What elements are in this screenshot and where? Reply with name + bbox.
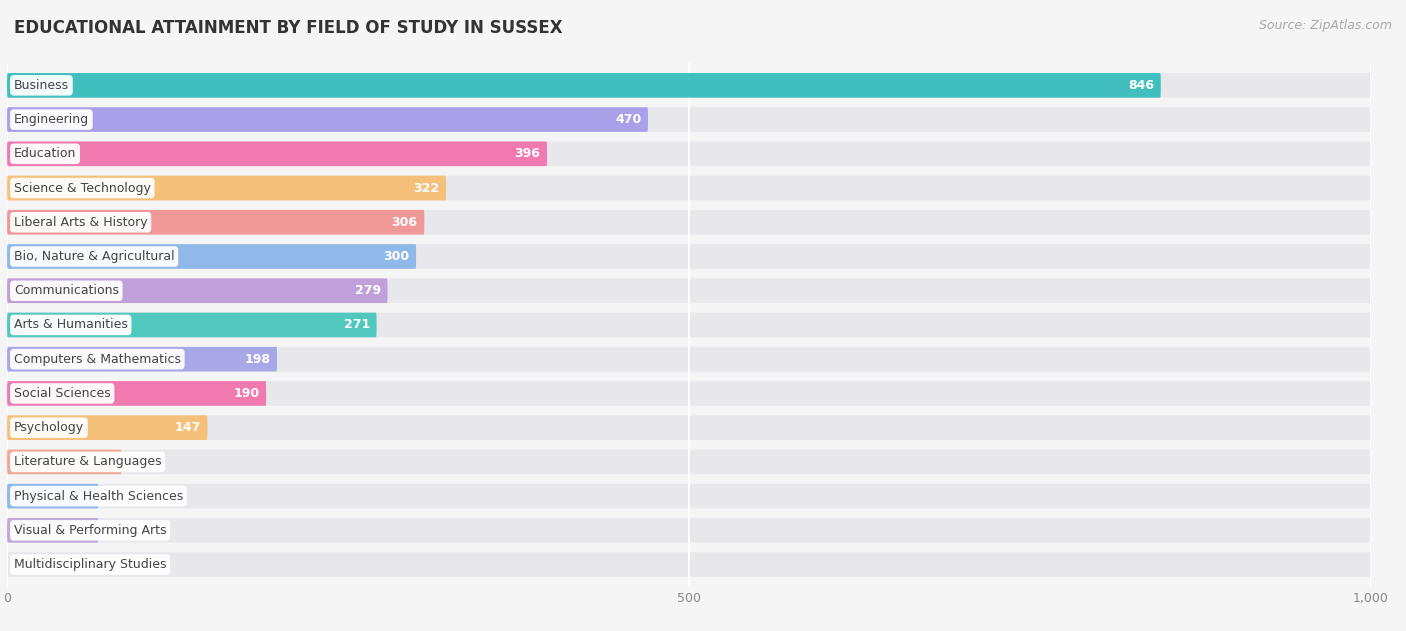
Text: Physical & Health Sciences: Physical & Health Sciences — [14, 490, 183, 503]
Text: Multidisciplinary Studies: Multidisciplinary Studies — [14, 558, 166, 571]
Text: Social Sciences: Social Sciences — [14, 387, 111, 400]
FancyBboxPatch shape — [7, 278, 388, 303]
Text: 67: 67 — [110, 524, 125, 537]
Text: 322: 322 — [413, 182, 439, 194]
FancyBboxPatch shape — [7, 484, 1371, 509]
FancyBboxPatch shape — [7, 381, 1371, 406]
FancyBboxPatch shape — [7, 73, 1371, 98]
Text: Education: Education — [14, 147, 76, 160]
FancyBboxPatch shape — [7, 210, 1371, 235]
Text: 271: 271 — [343, 319, 370, 331]
FancyBboxPatch shape — [7, 175, 446, 201]
Text: Arts & Humanities: Arts & Humanities — [14, 319, 128, 331]
FancyBboxPatch shape — [7, 73, 1161, 98]
Text: EDUCATIONAL ATTAINMENT BY FIELD OF STUDY IN SUSSEX: EDUCATIONAL ATTAINMENT BY FIELD OF STUDY… — [14, 19, 562, 37]
FancyBboxPatch shape — [7, 347, 277, 372]
Text: Psychology: Psychology — [14, 421, 84, 434]
Text: 0: 0 — [24, 558, 31, 571]
Text: 470: 470 — [614, 113, 641, 126]
Text: 300: 300 — [384, 250, 409, 263]
FancyBboxPatch shape — [7, 484, 98, 509]
Text: Literature & Languages: Literature & Languages — [14, 456, 162, 468]
FancyBboxPatch shape — [7, 107, 648, 132]
Text: Visual & Performing Arts: Visual & Performing Arts — [14, 524, 166, 537]
FancyBboxPatch shape — [7, 552, 1371, 577]
Text: 279: 279 — [354, 284, 381, 297]
Text: Science & Technology: Science & Technology — [14, 182, 150, 194]
Text: Computers & Mathematics: Computers & Mathematics — [14, 353, 181, 366]
Text: 67: 67 — [110, 490, 125, 503]
FancyBboxPatch shape — [7, 347, 1371, 372]
FancyBboxPatch shape — [7, 107, 1371, 132]
FancyBboxPatch shape — [7, 449, 121, 475]
Text: 396: 396 — [515, 147, 540, 160]
Text: Bio, Nature & Agricultural: Bio, Nature & Agricultural — [14, 250, 174, 263]
FancyBboxPatch shape — [7, 278, 1371, 303]
FancyBboxPatch shape — [7, 312, 1371, 338]
FancyBboxPatch shape — [7, 210, 425, 235]
Text: Source: ZipAtlas.com: Source: ZipAtlas.com — [1258, 19, 1392, 32]
FancyBboxPatch shape — [7, 312, 377, 338]
FancyBboxPatch shape — [7, 518, 98, 543]
Text: Liberal Arts & History: Liberal Arts & History — [14, 216, 148, 229]
FancyBboxPatch shape — [7, 415, 208, 440]
FancyBboxPatch shape — [7, 244, 1371, 269]
Text: 306: 306 — [391, 216, 418, 229]
FancyBboxPatch shape — [7, 175, 1371, 201]
Text: 147: 147 — [174, 421, 201, 434]
FancyBboxPatch shape — [7, 141, 547, 166]
Text: Business: Business — [14, 79, 69, 92]
Text: 198: 198 — [245, 353, 270, 366]
FancyBboxPatch shape — [7, 244, 416, 269]
FancyBboxPatch shape — [7, 141, 1371, 166]
FancyBboxPatch shape — [7, 449, 1371, 475]
Text: 84: 84 — [132, 456, 149, 468]
Text: Engineering: Engineering — [14, 113, 89, 126]
Text: 190: 190 — [233, 387, 259, 400]
FancyBboxPatch shape — [7, 381, 266, 406]
FancyBboxPatch shape — [7, 518, 1371, 543]
FancyBboxPatch shape — [7, 415, 1371, 440]
Text: Communications: Communications — [14, 284, 120, 297]
Text: 846: 846 — [1128, 79, 1154, 92]
